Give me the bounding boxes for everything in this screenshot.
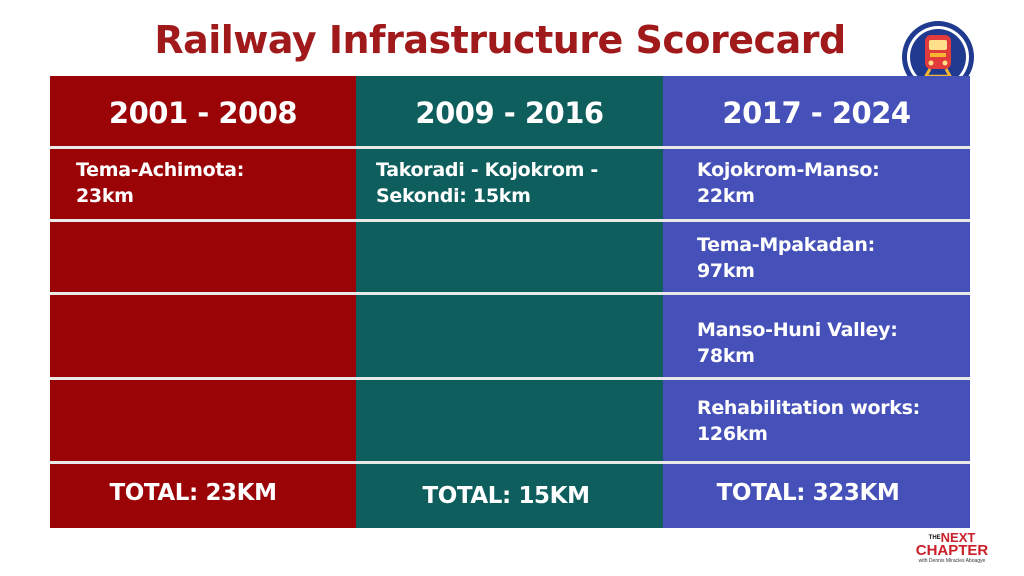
period-column-2 xyxy=(356,76,663,528)
project-cell: Tema-Achimota: 23km xyxy=(76,159,244,207)
row-divider xyxy=(50,292,970,295)
scorecard-table: 2001 - 2008 2009 - 2016 2017 - 2024 Tema… xyxy=(50,76,970,528)
project-cell: Tema-Mpakadan: 97km xyxy=(697,234,875,282)
logo-the: THE xyxy=(928,535,941,541)
project-cell: Takoradi - Kojokrom - Sekondi: 15km xyxy=(376,159,598,207)
row-divider xyxy=(50,377,970,380)
project-cell: Kojokrom-Manso: 22km xyxy=(697,159,880,207)
show-logo: THENEXT CHAPTER with Dennis Miracles Abo… xyxy=(906,530,998,572)
period-header: 2009 - 2016 xyxy=(415,96,604,130)
project-cell: Rehabilitation works: 126km xyxy=(697,397,920,445)
logo-next: NEXT xyxy=(940,530,976,545)
page-title: Railway Infrastructure Scorecard xyxy=(154,18,846,62)
project-cell: Manso-Huni Valley: 78km xyxy=(697,319,898,367)
total-label: TOTAL: 323KM xyxy=(716,480,900,506)
logo-chapter: CHAPTER xyxy=(915,542,989,559)
row-divider xyxy=(50,146,970,149)
row-divider xyxy=(50,461,970,464)
row-divider xyxy=(50,219,970,222)
period-header: 2017 - 2024 xyxy=(722,96,911,130)
period-header: 2001 - 2008 xyxy=(108,96,298,130)
total-label: TOTAL: 23KM xyxy=(109,480,277,506)
logo-tagline: with Dennis Miracles Aboagye xyxy=(918,558,986,564)
period-column-1 xyxy=(50,76,356,528)
period-column-3 xyxy=(663,76,970,528)
total-label: TOTAL: 15KM xyxy=(422,483,590,509)
